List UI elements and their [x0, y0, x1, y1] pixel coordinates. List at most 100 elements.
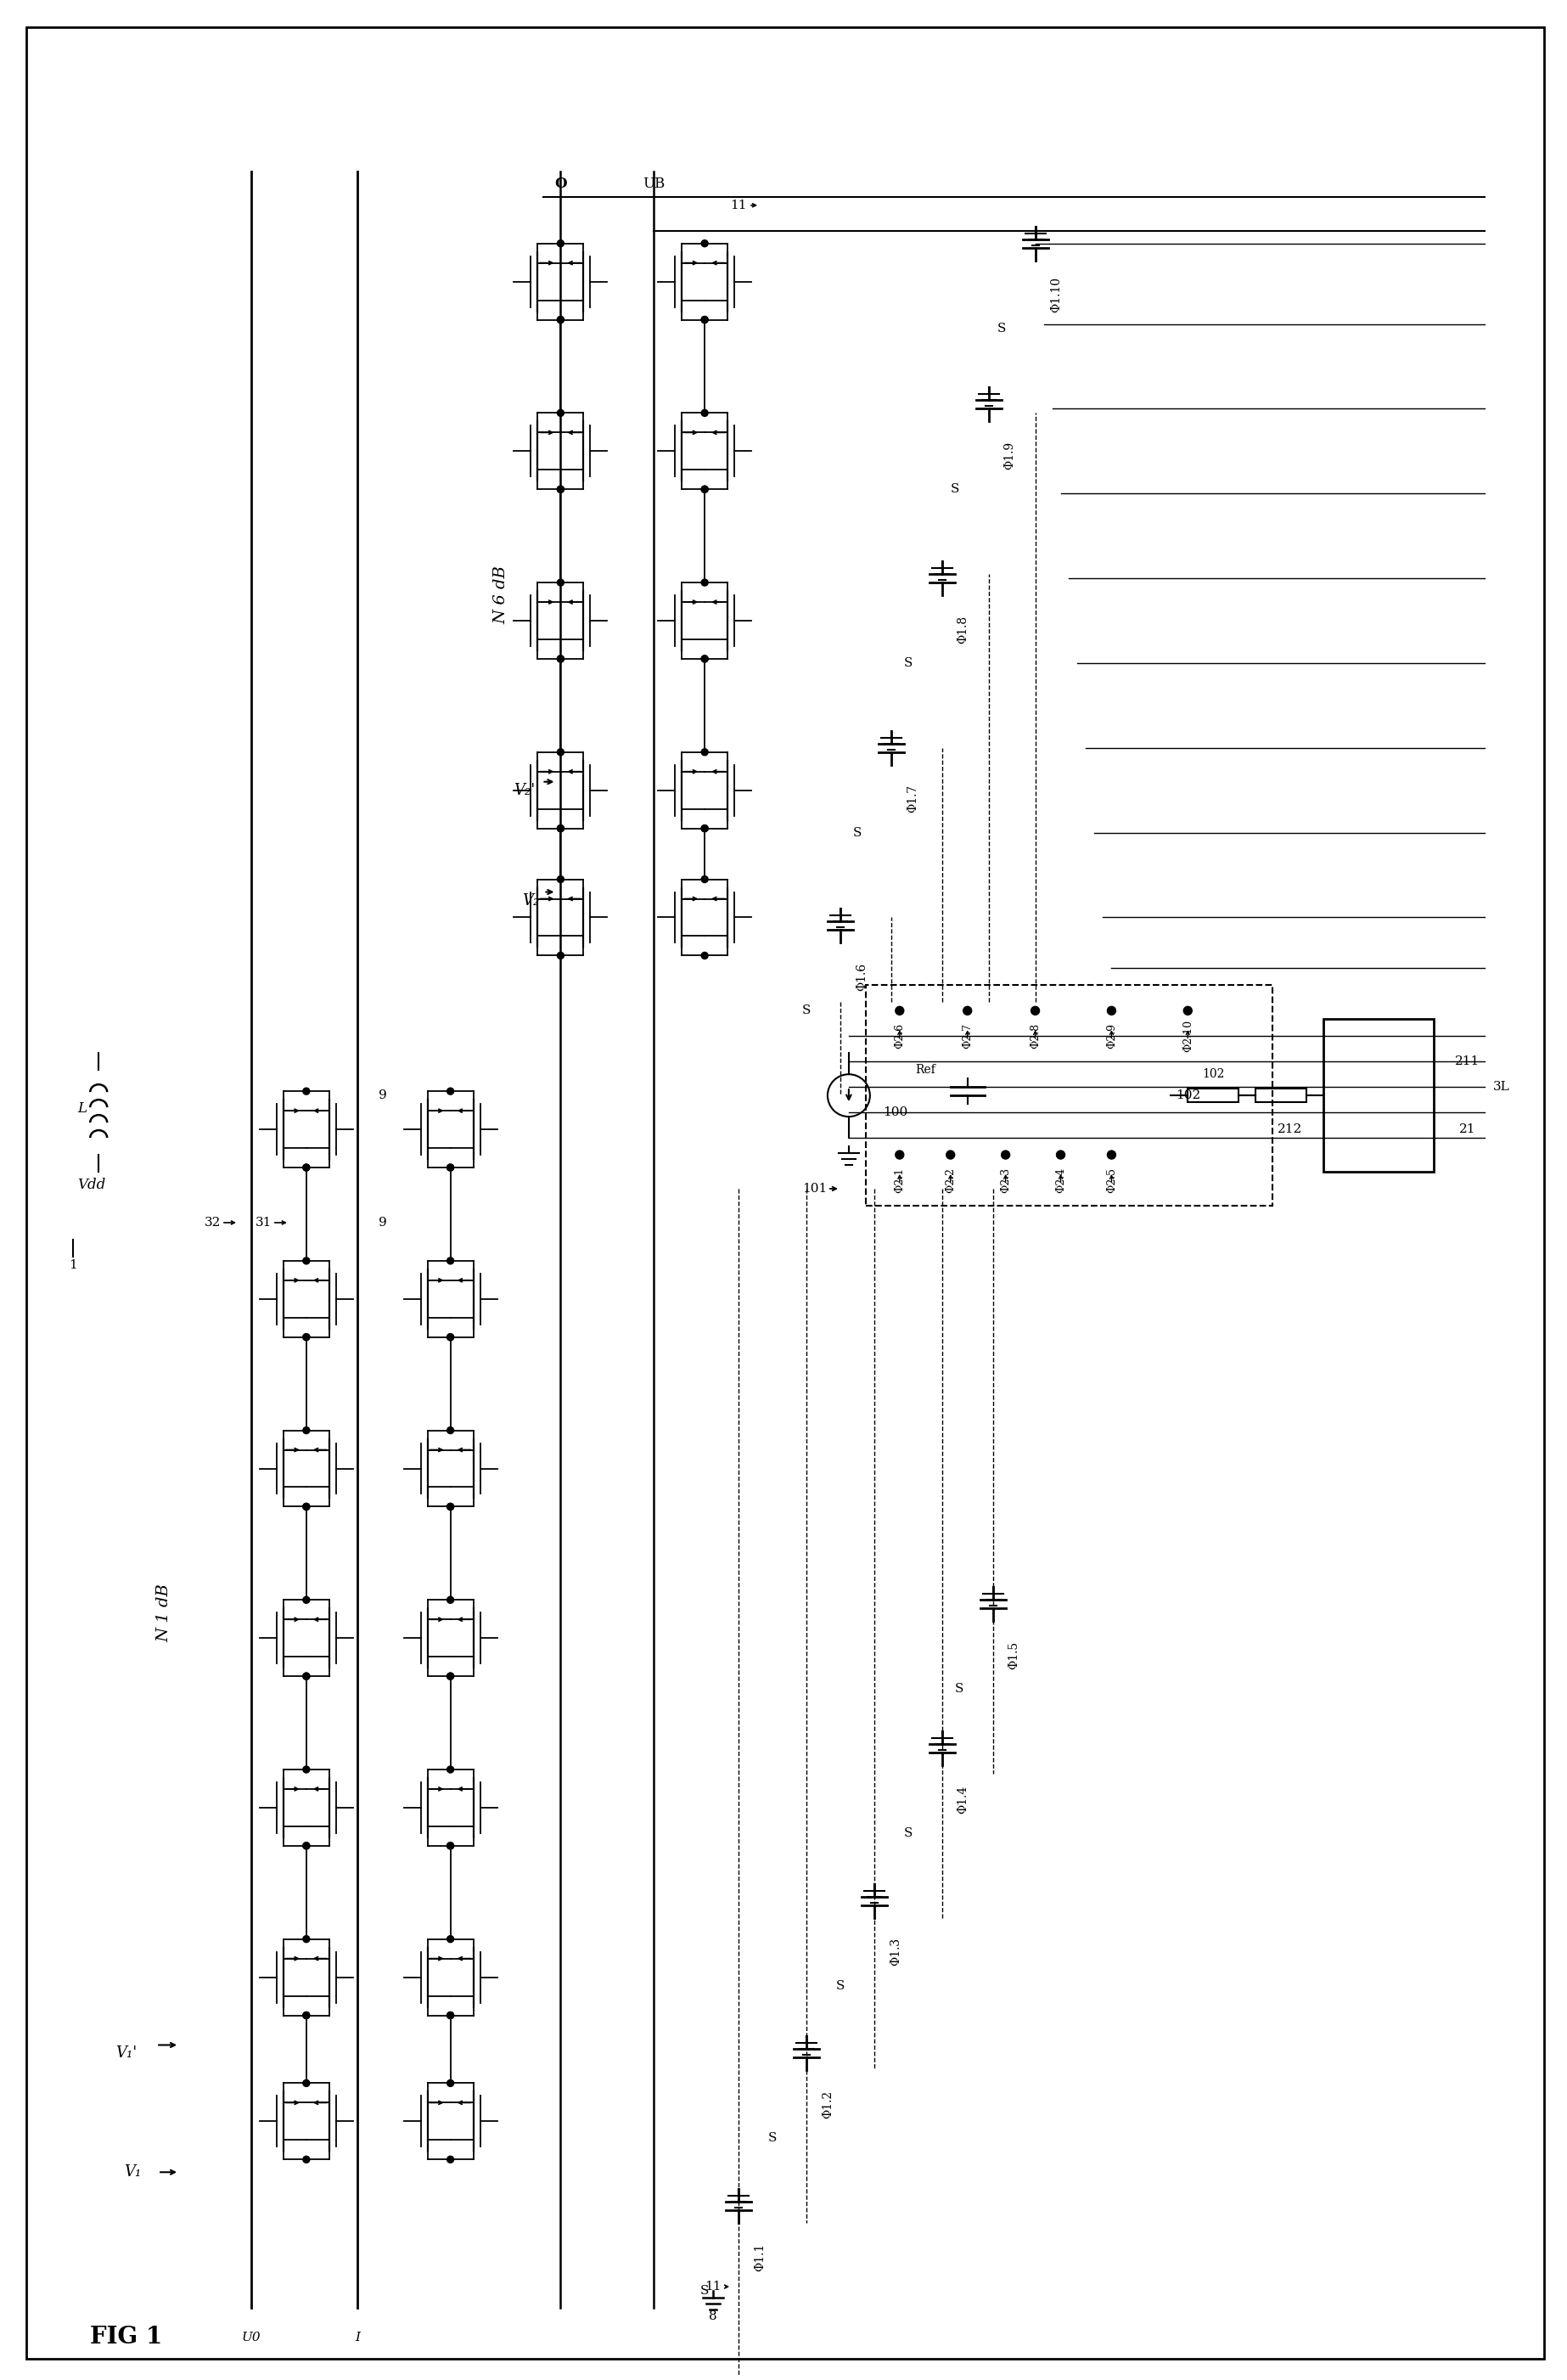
Circle shape: [302, 1597, 310, 1604]
Circle shape: [447, 1428, 454, 1433]
Circle shape: [964, 1007, 972, 1014]
Text: Φ2.6: Φ2.6: [895, 1023, 906, 1050]
Text: Φ2.4: Φ2.4: [1055, 1169, 1066, 1192]
Circle shape: [702, 317, 708, 324]
Circle shape: [702, 654, 708, 662]
Text: Φ2.3: Φ2.3: [1000, 1169, 1011, 1192]
Text: Φ2.1: Φ2.1: [895, 1169, 906, 1192]
Text: 21: 21: [1459, 1123, 1476, 1135]
Circle shape: [447, 2011, 454, 2018]
Circle shape: [302, 1842, 310, 1849]
Text: Φ1.4: Φ1.4: [957, 1785, 968, 1814]
Circle shape: [447, 1164, 454, 1171]
Bar: [1255, 1088, 1307, 1102]
Circle shape: [702, 409, 708, 416]
Circle shape: [447, 1673, 454, 1680]
Circle shape: [447, 1673, 454, 1680]
Text: 9: 9: [379, 1090, 387, 1102]
Circle shape: [302, 1333, 310, 1340]
Text: 102: 102: [1175, 1090, 1200, 1102]
Text: S: S: [904, 1828, 912, 1840]
Circle shape: [558, 654, 564, 662]
Text: Φ2.10: Φ2.10: [1182, 1021, 1194, 1052]
Circle shape: [302, 1333, 310, 1340]
Circle shape: [558, 486, 564, 493]
Circle shape: [302, 1504, 310, 1509]
Text: 102: 102: [1202, 1069, 1224, 1081]
Text: Φ2.9: Φ2.9: [1106, 1023, 1117, 1050]
Bar: [1188, 1088, 1238, 1102]
Text: Φ1.5: Φ1.5: [1008, 1640, 1020, 1668]
Text: 31: 31: [255, 1216, 273, 1228]
Text: S: S: [768, 2132, 777, 2144]
Text: Φ2.8: Φ2.8: [1030, 1023, 1040, 1050]
Circle shape: [447, 2156, 454, 2163]
Text: V₂: V₂: [522, 892, 539, 909]
Circle shape: [702, 826, 708, 831]
Text: Φ1.10: Φ1.10: [1050, 276, 1062, 312]
Text: V₁': V₁': [116, 2047, 136, 2061]
Circle shape: [1108, 1150, 1116, 1159]
Bar: [1324, 1019, 1434, 1171]
Circle shape: [302, 1088, 310, 1095]
Text: Φ2.5: Φ2.5: [1106, 1169, 1117, 1192]
Circle shape: [558, 876, 564, 883]
Text: Φ1.9: Φ1.9: [1004, 440, 1015, 469]
Circle shape: [558, 317, 564, 324]
Circle shape: [895, 1007, 904, 1014]
Text: Φ1.1: Φ1.1: [754, 2242, 766, 2271]
Circle shape: [558, 750, 564, 754]
Text: Φ1.7: Φ1.7: [906, 785, 918, 814]
Circle shape: [447, 1164, 454, 1171]
Text: UB: UB: [642, 176, 664, 190]
Circle shape: [302, 2156, 310, 2163]
Text: S: S: [950, 483, 959, 495]
Circle shape: [302, 1257, 310, 1264]
Circle shape: [702, 317, 708, 324]
Circle shape: [558, 826, 564, 831]
Text: 101: 101: [802, 1183, 827, 1195]
Text: Φ1.8: Φ1.8: [957, 614, 968, 643]
Text: N 6 dB: N 6 dB: [494, 566, 509, 624]
Text: Φ1.6: Φ1.6: [856, 964, 868, 990]
Circle shape: [895, 1150, 904, 1159]
Circle shape: [447, 1257, 454, 1264]
Text: Φ2.2: Φ2.2: [945, 1169, 956, 1192]
Circle shape: [558, 240, 564, 248]
Circle shape: [447, 2011, 454, 2018]
Text: Φ1.3: Φ1.3: [890, 1937, 901, 1966]
Circle shape: [702, 750, 708, 754]
Circle shape: [302, 1428, 310, 1433]
Text: S: S: [954, 1683, 964, 1695]
Text: N 1 dB: N 1 dB: [157, 1583, 171, 1642]
Circle shape: [1183, 1007, 1192, 1014]
Circle shape: [702, 654, 708, 662]
Circle shape: [1001, 1150, 1009, 1159]
Text: 3L: 3L: [1493, 1081, 1509, 1092]
Text: S: S: [852, 826, 862, 838]
Circle shape: [558, 578, 564, 585]
Text: 9: 9: [379, 1216, 387, 1228]
Circle shape: [702, 486, 708, 493]
Text: 100: 100: [882, 1107, 907, 1119]
Circle shape: [1031, 1007, 1039, 1014]
Text: 11: 11: [705, 2280, 721, 2292]
Text: 211: 211: [1456, 1057, 1479, 1069]
Circle shape: [447, 1766, 454, 1773]
Text: V₂': V₂': [514, 783, 536, 797]
Text: Φ2.7: Φ2.7: [962, 1023, 973, 1050]
Circle shape: [702, 826, 708, 831]
Circle shape: [302, 1673, 310, 1680]
Circle shape: [1108, 1007, 1116, 1014]
Text: 32: 32: [205, 1216, 221, 1228]
Circle shape: [302, 2011, 310, 2018]
Circle shape: [447, 1842, 454, 1849]
Circle shape: [946, 1150, 954, 1159]
Circle shape: [302, 1935, 310, 1942]
Text: 11: 11: [730, 200, 747, 212]
Circle shape: [1056, 1150, 1066, 1159]
Circle shape: [702, 240, 708, 248]
Text: S: S: [997, 321, 1006, 333]
Text: S: S: [802, 1004, 810, 1016]
Circle shape: [447, 1504, 454, 1509]
